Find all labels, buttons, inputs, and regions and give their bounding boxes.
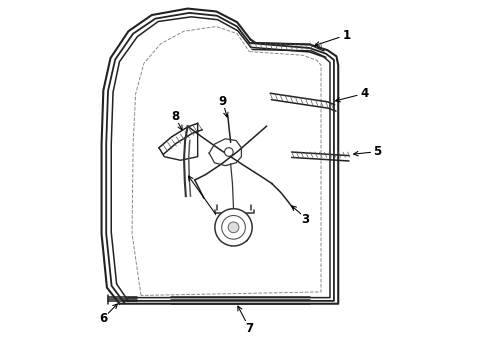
Circle shape [228,222,239,233]
Text: 10: 10 [234,232,250,245]
Circle shape [221,216,245,239]
Text: 3: 3 [301,213,309,226]
Text: 5: 5 [373,145,382,158]
Text: 2: 2 [217,215,225,228]
Text: 6: 6 [99,312,107,325]
Text: 8: 8 [171,110,179,123]
Circle shape [224,148,233,156]
Text: 9: 9 [218,95,226,108]
Circle shape [215,209,252,246]
Text: 4: 4 [360,87,368,100]
Text: 1: 1 [343,29,350,42]
Text: 7: 7 [245,322,253,335]
